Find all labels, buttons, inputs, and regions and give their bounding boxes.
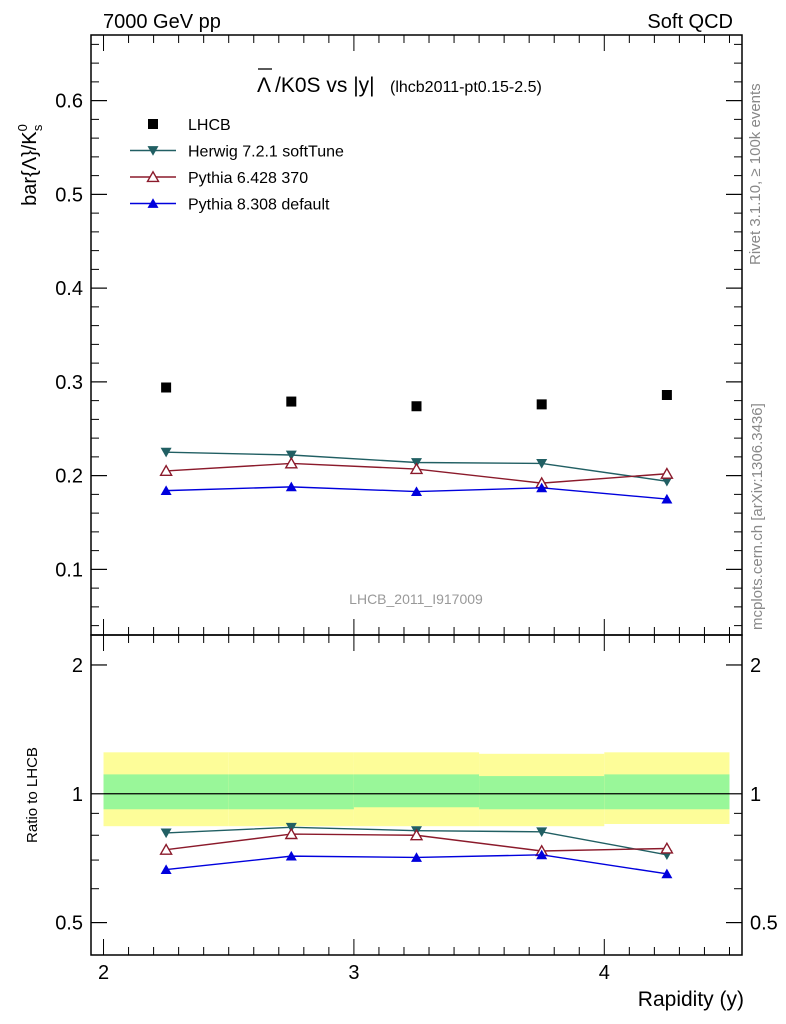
ratio-series-layer xyxy=(159,822,674,879)
ratio-data-point xyxy=(160,864,172,875)
legend-label: LHCB xyxy=(188,117,231,134)
main-data-point xyxy=(160,447,172,458)
ratio-data-point xyxy=(411,852,422,862)
main-data-point xyxy=(285,450,297,461)
main-ytick-label: 0.2 xyxy=(55,466,83,488)
main-data-point xyxy=(285,481,297,492)
main-data-point xyxy=(160,485,172,496)
ratio-data-point xyxy=(285,850,297,861)
ratio-xtick-label: 4 xyxy=(599,962,610,984)
x-axis-label: Rapidity (y) xyxy=(638,988,744,1011)
ratio-band-inner xyxy=(604,774,730,810)
legend: LHCB Herwig 7.2.1 softTune Pythia 6.428 37… xyxy=(130,117,344,214)
ratio-ytick-label-right: 1 xyxy=(750,784,761,806)
title-lambda: Λ xyxy=(257,74,271,97)
header-left: 7000 GeV pp xyxy=(103,11,221,33)
main-data-point xyxy=(536,399,547,410)
ratio-band-inner xyxy=(228,774,354,810)
ratio-band-inner xyxy=(103,774,229,810)
rivet-label: Rivet 3.1.10, ≥ 100k events xyxy=(747,83,764,265)
ratio-data-point xyxy=(284,827,299,840)
legend-marker xyxy=(148,119,158,129)
y-axis-label-ratio: Ratio to LHCB xyxy=(24,747,41,843)
main-data-point xyxy=(411,401,422,412)
legend-label: Pythia 8.308 default xyxy=(188,197,330,214)
ylabel-main-text: bar{Λ}/K xyxy=(19,131,41,206)
main-ytick-label: 0.3 xyxy=(55,372,83,394)
ratio-ytick-label: 1 xyxy=(72,784,83,806)
ratio-data-point xyxy=(159,843,173,855)
main-ytick-label: 0.4 xyxy=(55,278,83,300)
ratio-ytick-label-right: 2 xyxy=(750,655,761,677)
legend-label: Herwig 7.2.1 softTune xyxy=(188,144,344,161)
main-data-point xyxy=(161,382,172,393)
legend-marker xyxy=(146,170,160,183)
ratio-ytick-label: 2 xyxy=(72,655,83,677)
main-data-point xyxy=(661,476,673,487)
main-data-point xyxy=(661,390,672,400)
title-main: /K0S vs |y| xyxy=(275,74,375,97)
ratio-band-inner xyxy=(479,776,605,810)
main-data-point xyxy=(536,459,548,469)
ylabel-main-sub: s xyxy=(30,124,45,131)
ratio-data-point xyxy=(536,827,548,838)
ratio-ytick-label-right: 0.5 xyxy=(750,913,778,935)
ratio-data-point xyxy=(660,841,674,854)
analysis-watermark: LHCB_2011_I917009 xyxy=(349,591,483,607)
ratio-uncertainty-bands xyxy=(103,752,730,827)
main-data-point xyxy=(660,467,674,479)
ratio-band-inner xyxy=(353,774,480,808)
ratio-xtick-label: 2 xyxy=(98,962,109,984)
title-suffix: (lhcb2011-pt0.15-2.5) xyxy=(390,79,542,96)
ratio-data-point xyxy=(661,868,673,879)
main-axis-ticks: 0.1 0.2 0.3 0.4 0.5 0.6 xyxy=(55,35,742,635)
legend-marker xyxy=(147,146,159,156)
main-data-point xyxy=(284,456,299,469)
main-ytick-label: 0.6 xyxy=(55,91,83,113)
y-axis-label-main: bar{Λ}/K0s xyxy=(15,124,45,206)
main-data-point xyxy=(661,493,673,504)
header-right: Soft QCD xyxy=(647,11,733,33)
ratio-ytick-label: 0.5 xyxy=(55,913,83,935)
mcplots-label: mcplots.cern.ch [arXiv:1306.3436] xyxy=(749,403,766,630)
ratio-data-point xyxy=(160,828,172,839)
ylabel-main-sup: 0 xyxy=(15,124,30,131)
ratio-data-point xyxy=(409,828,424,841)
ratio-xtick-label: 3 xyxy=(348,962,359,984)
main-data-point xyxy=(286,396,297,407)
main-data-point xyxy=(159,464,173,477)
legend-label: Pythia 6.428 370 xyxy=(188,170,308,187)
chart-title: Λ /K0S vs |y| (lhcb2011-pt0.15-2.5) xyxy=(257,68,542,97)
main-data-point xyxy=(411,486,422,496)
main-ytick-label: 0.1 xyxy=(55,559,83,581)
main-data-point xyxy=(409,462,424,475)
main-ytick-label: 0.5 xyxy=(55,184,83,206)
main-data-point xyxy=(536,482,548,493)
legend-marker xyxy=(147,198,159,208)
ratio-axis-ticks: 0.5 0.5 1 1 2 2 2 3 4 xyxy=(55,635,778,984)
ratio-frame xyxy=(90,634,743,956)
ratio-data-point xyxy=(536,849,548,860)
main-series-layer xyxy=(159,382,674,504)
svg-text:bar{Λ}/K0s: bar{Λ}/K0s xyxy=(15,124,45,206)
